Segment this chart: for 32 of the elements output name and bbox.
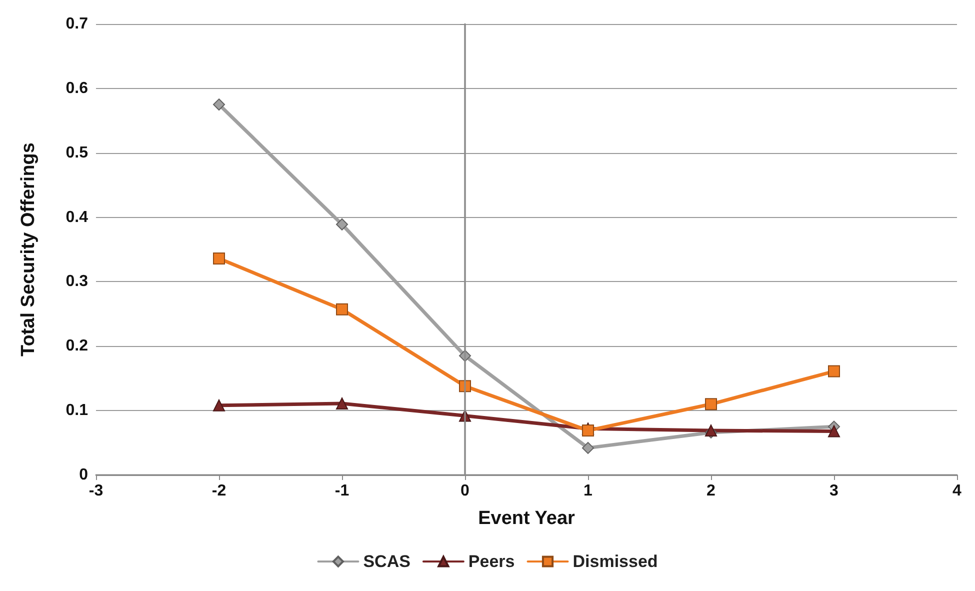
point (705, 398, 717, 410)
x-tick-label: 1 (584, 482, 593, 500)
x-tick-label: 4 (952, 482, 962, 500)
point (213, 252, 225, 265)
x-tick-label: 3 (830, 482, 839, 500)
y-tick-label: 0.2 (66, 338, 88, 355)
point (582, 442, 594, 454)
y-tick-label: 0.5 (66, 144, 88, 162)
x-tick-label: 0 (460, 482, 470, 500)
point (828, 425, 840, 438)
legend-label: Dismissed (572, 552, 658, 571)
y-tick-label: 0.3 (66, 273, 88, 290)
point (828, 365, 840, 378)
x-axis-title: Event Year (478, 508, 576, 529)
point (336, 397, 348, 410)
y-tick-label: 0.4 (66, 208, 88, 226)
point (336, 218, 348, 230)
point (213, 399, 225, 412)
y-tick-label: 0.1 (66, 402, 88, 420)
y-tick-label: 0 (79, 466, 88, 484)
y-tick-label: 0.7 (66, 16, 88, 32)
y-axis-title: Total Security Offerings (18, 142, 39, 356)
point (213, 98, 225, 111)
x-tick-label: 2 (706, 482, 716, 500)
point (336, 303, 348, 316)
x-tick-label: -3 (88, 482, 104, 500)
x-tick-label: -1 (334, 482, 350, 500)
legend-label: SCAS (363, 552, 410, 571)
legend-label: Peers (468, 552, 515, 571)
point (582, 424, 594, 437)
y-tick-label: 0.6 (66, 80, 88, 97)
x-tick-label: -2 (212, 482, 226, 500)
